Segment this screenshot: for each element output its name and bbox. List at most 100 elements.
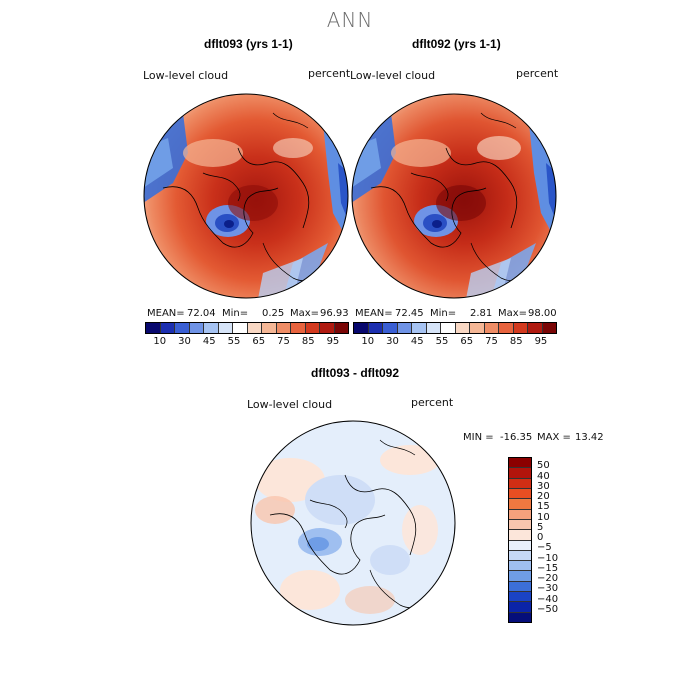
panel1-colorbar-ticks: 10 30 45 55 65 75 85 95	[145, 336, 347, 348]
colorbar-swatch	[509, 602, 531, 613]
colorbar-swatch	[513, 323, 528, 333]
colorbar-tick-label: 50	[537, 460, 550, 472]
diff-max-label: MAX =	[537, 432, 571, 443]
colorbar-tick-label: 55	[435, 336, 449, 347]
colorbar-tick-label: 45	[410, 336, 424, 347]
panel2-colorbar-ticks: 10 30 45 55 65 75 85 95	[353, 336, 555, 348]
diff-colorbar-ticks: 50 40 30 20 15 10 5 0 −5 −10 −15 −20 −30 −40 −50	[537, 457, 577, 621]
panel2-field-label: Low-level cloud	[350, 69, 436, 82]
colorbar-tick-label: −5	[537, 542, 552, 554]
colorbar-tick-label: 5	[537, 521, 544, 533]
colorbar-tick-label: −30	[537, 583, 559, 595]
colorbar-swatch	[383, 323, 398, 333]
colorbar-swatch	[276, 323, 291, 333]
colorbar-tick-label: 40	[537, 470, 550, 482]
colorbar-tick-label: 65	[252, 336, 266, 347]
panel1-min-value: 0.25	[262, 308, 285, 319]
colorbar-swatch	[470, 323, 485, 333]
colorbar-tick-label: 95	[534, 336, 548, 347]
panel2-units-label: percent	[516, 67, 559, 80]
diff-max-value: 13.42	[575, 432, 604, 443]
colorbar-tick-label: 30	[386, 336, 399, 347]
colorbar-swatch	[175, 323, 190, 333]
panel2-min-label: Min=	[430, 308, 457, 319]
colorbar-tick-label: −15	[537, 562, 559, 574]
panel1-units-label: percent	[308, 67, 351, 80]
colorbar-tick-label: −10	[537, 552, 559, 564]
panel2-max-label: Max=	[498, 308, 528, 319]
page-title: ANN	[326, 8, 374, 32]
colorbar-swatch	[334, 323, 348, 333]
panel1-title: dflt093 (yrs 1-1)	[204, 37, 293, 51]
panel1-colorbar	[145, 322, 349, 334]
colorbar-tick-label: 15	[537, 501, 550, 513]
colorbar-swatch	[441, 323, 456, 333]
colorbar-swatch	[509, 530, 531, 541]
colorbar-tick-label: 55	[227, 336, 241, 347]
colorbar-swatch	[247, 323, 262, 333]
panel2-mean-label: MEAN=	[355, 308, 393, 319]
colorbar-tick-label: −40	[537, 593, 559, 605]
colorbar-swatch	[509, 561, 531, 572]
colorbar-swatch	[218, 323, 233, 333]
diff-field-label: Low-level cloud	[247, 398, 333, 411]
panel2-max-value: 98.00	[528, 308, 557, 319]
colorbar-swatch	[509, 458, 531, 469]
colorbar-tick-label: 75	[277, 336, 290, 347]
colorbar-swatch	[509, 499, 531, 510]
colorbar-swatch	[509, 509, 531, 520]
colorbar-swatch	[509, 478, 531, 489]
colorbar-swatch	[426, 323, 441, 333]
colorbar-swatch	[189, 323, 204, 333]
colorbar-tick-label: 75	[485, 336, 498, 347]
colorbar-swatch	[455, 323, 470, 333]
diff-polar-map	[250, 420, 456, 626]
panel2-min-value: 2.81	[470, 308, 493, 319]
panel2-mean-value: 72.45	[395, 308, 424, 319]
colorbar-swatch	[305, 323, 320, 333]
colorbar-tick-label: −20	[537, 573, 559, 584]
colorbar-swatch	[542, 323, 556, 333]
colorbar-swatch	[509, 550, 531, 562]
colorbar-swatch	[499, 323, 514, 333]
colorbar-swatch	[397, 323, 412, 333]
panel1-max-value: 96.93	[320, 308, 349, 319]
panel2-colorbar	[353, 322, 557, 334]
panel1-field-label: Low-level cloud	[143, 69, 229, 82]
colorbar-tick-label: 10	[153, 336, 167, 347]
panel1-max-label: Max=	[290, 308, 320, 319]
panel2-polar-map	[351, 93, 557, 299]
colorbar-swatch	[509, 581, 531, 593]
colorbar-swatch	[509, 612, 531, 622]
colorbar-swatch	[320, 323, 335, 333]
colorbar-swatch	[262, 323, 277, 333]
colorbar-swatch	[509, 571, 531, 582]
panel2-title: dflt092 (yrs 1-1)	[412, 37, 501, 51]
diff-min-value: -16.35	[500, 432, 533, 443]
colorbar-swatch	[509, 519, 531, 531]
diff-title: dflt093 - dflt092	[311, 366, 400, 380]
colorbar-swatch	[509, 592, 531, 603]
colorbar-swatch	[204, 323, 219, 333]
colorbar-swatch	[368, 323, 383, 333]
panel1-mean-value: 72.04	[187, 308, 216, 319]
colorbar-swatch	[484, 323, 499, 333]
colorbar-tick-label: 95	[326, 336, 340, 347]
panel1-polar-map	[143, 93, 349, 299]
colorbar-swatch	[160, 323, 175, 333]
colorbar-swatch	[509, 540, 531, 551]
colorbar-tick-label: 45	[202, 336, 216, 347]
colorbar-swatch	[146, 323, 161, 333]
colorbar-tick-label: 85	[509, 336, 523, 347]
colorbar-tick-label: −50	[537, 603, 559, 615]
panel1-mean-label: MEAN=	[147, 308, 185, 319]
colorbar-swatch	[528, 323, 543, 333]
colorbar-tick-label: 30	[178, 336, 191, 347]
colorbar-swatch	[233, 323, 248, 333]
colorbar-tick-label: 20	[537, 491, 550, 502]
colorbar-tick-label: 10	[361, 336, 375, 347]
colorbar-tick-label: 0	[537, 532, 544, 543]
colorbar-tick-label: 85	[301, 336, 315, 347]
colorbar-swatch	[509, 468, 531, 479]
colorbar-swatch	[291, 323, 306, 333]
